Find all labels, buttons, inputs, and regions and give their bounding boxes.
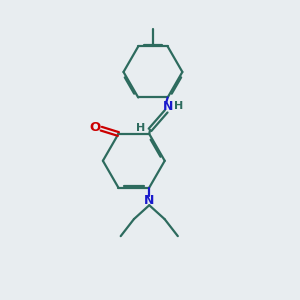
Text: O: O <box>90 121 101 134</box>
Text: N: N <box>163 100 173 113</box>
Text: H: H <box>174 101 183 111</box>
Text: N: N <box>144 194 154 207</box>
Text: H: H <box>136 122 145 133</box>
